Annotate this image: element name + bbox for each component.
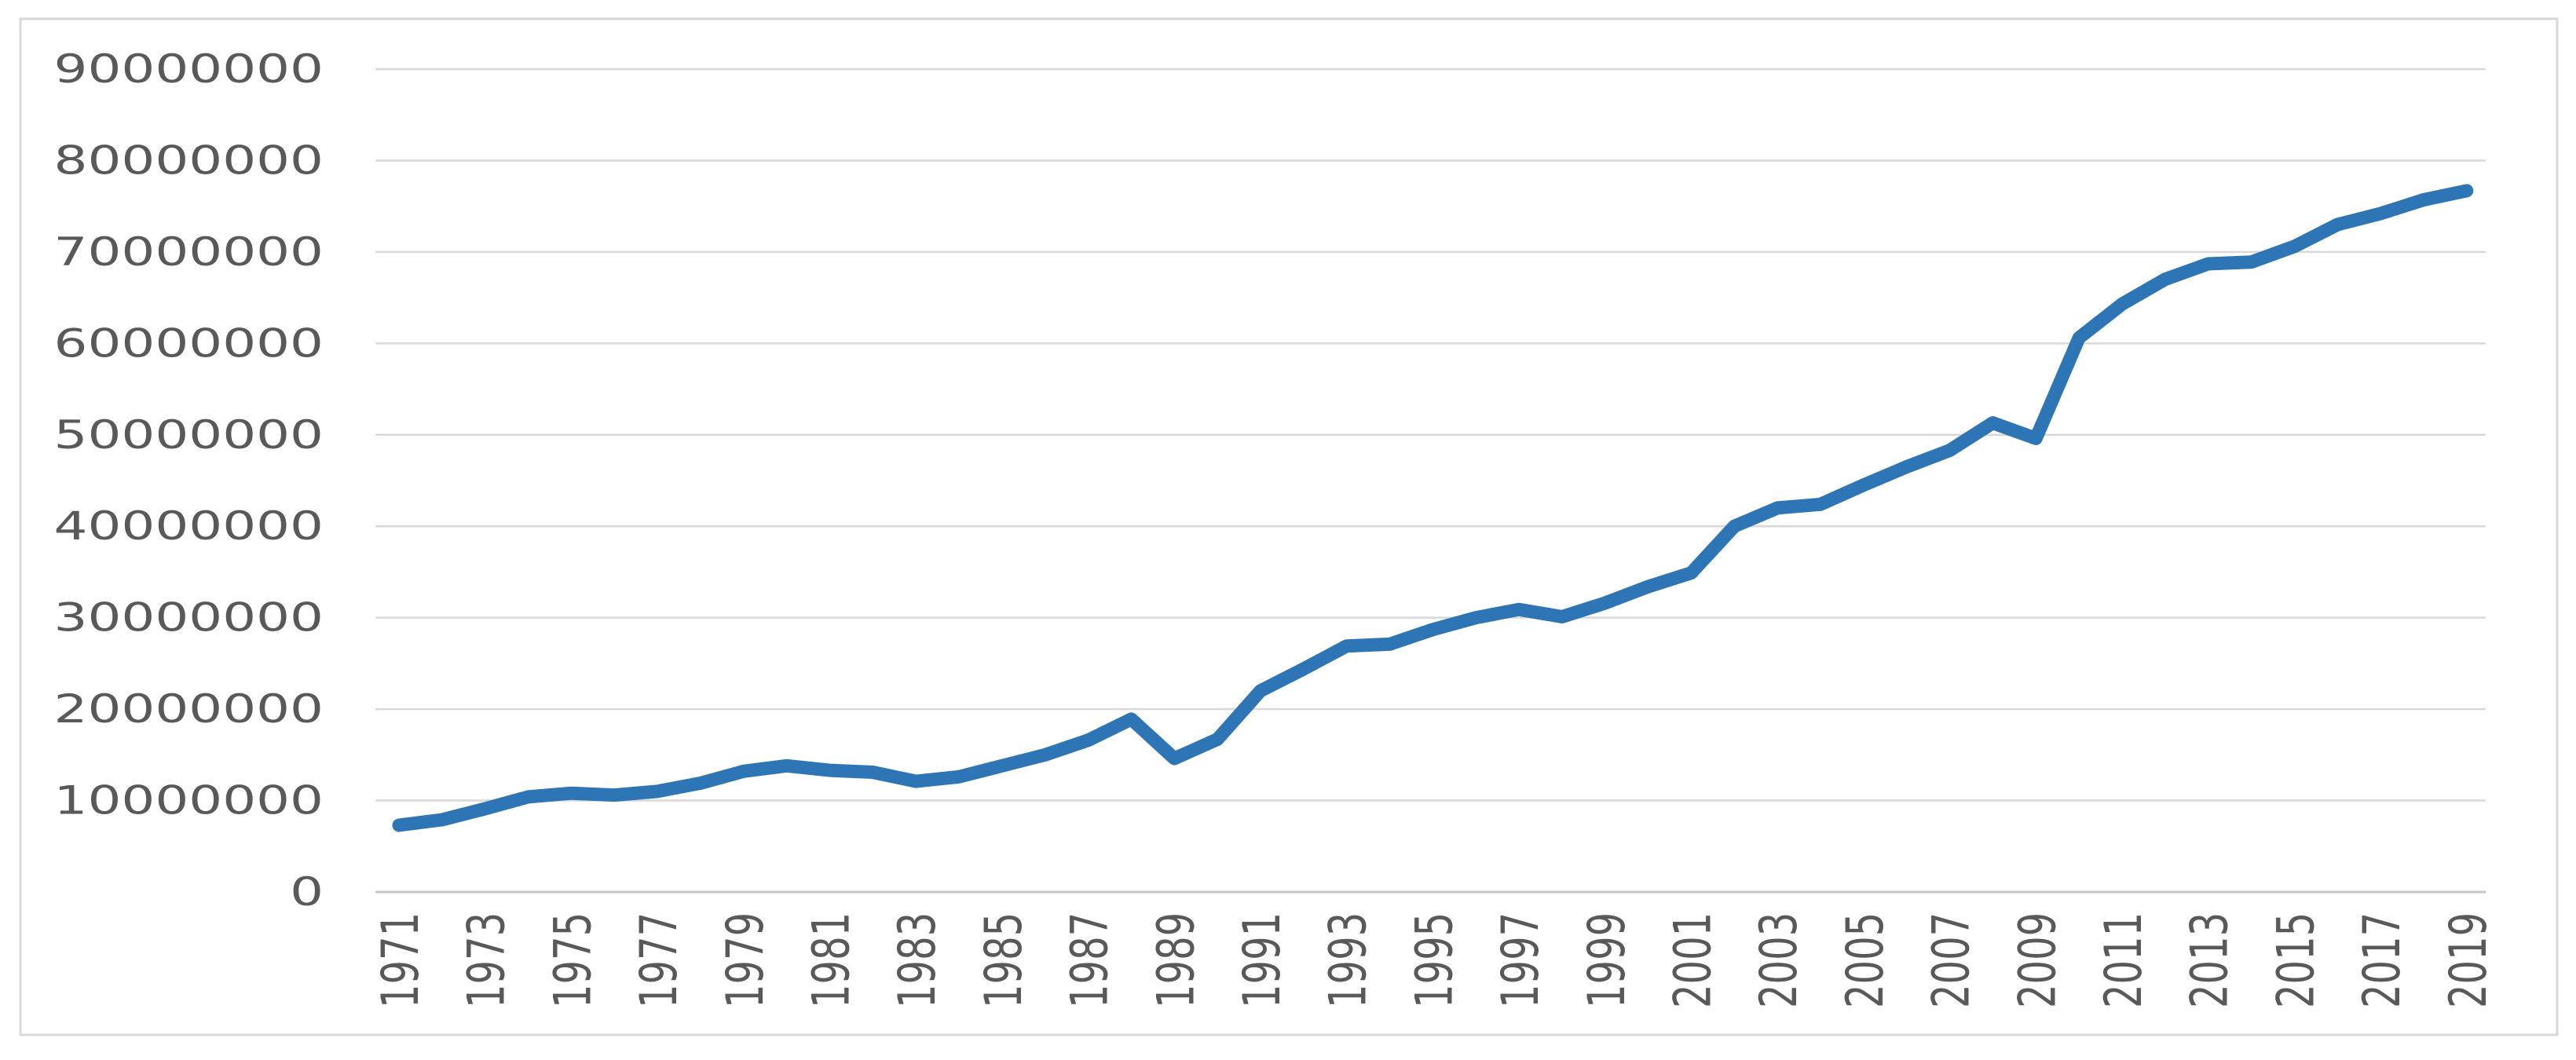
x-axis-tick-label: 1991 xyxy=(1233,912,1292,1008)
x-axis-tick-label: 1975 xyxy=(543,912,602,1008)
x-axis-tick-label: 1987 xyxy=(1061,912,1120,1008)
y-axis-tick-label: 70000000 xyxy=(54,229,324,275)
x-axis-tick-label: 2007 xyxy=(1923,912,1981,1008)
y-axis-tick-label: 10000000 xyxy=(54,778,324,824)
data-line-series1 xyxy=(392,184,2474,832)
x-axis-tick-label: 1971 xyxy=(371,912,430,1008)
y-axis-tick-label: 90000000 xyxy=(54,47,324,93)
x-axis-tick-label: 1983 xyxy=(888,912,947,1008)
x-axis-tick-label: 1989 xyxy=(1147,912,1206,1008)
x-axis-tick-label: 2015 xyxy=(2267,912,2325,1008)
x-axis-tick-label: 1995 xyxy=(1405,912,1464,1008)
y-axis-tick-label: 40000000 xyxy=(54,504,324,550)
y-axis-tick-label: 50000000 xyxy=(54,412,324,458)
x-axis-tick-label: 1999 xyxy=(1578,912,1637,1008)
x-axis-tick-label: 2009 xyxy=(2008,912,2067,1008)
x-axis-tick-label: 1985 xyxy=(975,912,1034,1008)
x-axis-tick-label: 1993 xyxy=(1319,912,1378,1008)
y-axis-tick-label: 30000000 xyxy=(54,595,324,641)
x-axis-tick-label: 1979 xyxy=(716,912,775,1008)
x-axis-tick-label: 2003 xyxy=(1750,912,1809,1008)
x-axis-tick-label: 2011 xyxy=(2095,912,2153,1008)
x-axis-tick-label: 2013 xyxy=(2181,912,2240,1008)
y-axis-tick-label: 0 xyxy=(290,870,324,916)
x-axis-tick-label: 1973 xyxy=(458,912,517,1008)
y-axis-tick-label: 20000000 xyxy=(54,687,324,733)
y-axis-tick-label: 60000000 xyxy=(54,321,324,367)
x-axis-tick-label: 2005 xyxy=(1836,912,1895,1008)
x-axis-tick-label: 2017 xyxy=(2353,912,2412,1008)
y-axis-tick-label: 80000000 xyxy=(54,138,324,184)
x-axis-tick-label: 1981 xyxy=(802,912,861,1008)
x-axis-tick-label: 2001 xyxy=(1663,912,1722,1008)
x-axis-tick-label: 1997 xyxy=(1491,912,1550,1008)
x-axis-tick-label: 1977 xyxy=(630,912,689,1008)
x-axis-tick-label: 2019 xyxy=(2439,912,2498,1008)
